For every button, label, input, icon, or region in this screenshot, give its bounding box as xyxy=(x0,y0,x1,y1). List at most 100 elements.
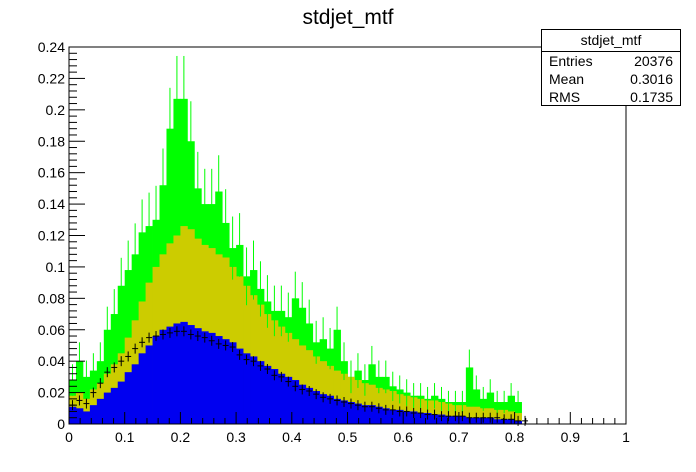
data-point-31 xyxy=(285,376,292,387)
bar-blue-19 xyxy=(201,331,209,424)
y-tick-label-11: 0.22 xyxy=(38,70,65,86)
data-point-41 xyxy=(354,400,361,411)
data-point-30 xyxy=(278,371,285,382)
bars-layer xyxy=(69,98,522,425)
bar-blue-33 xyxy=(298,384,307,424)
bar-blue-0 xyxy=(69,406,77,424)
data-point-23 xyxy=(229,342,236,353)
bar-blue-46 xyxy=(389,409,397,424)
y-tick-label-8: 0.16 xyxy=(38,165,65,181)
data-point-8 xyxy=(125,351,132,362)
data-point-7 xyxy=(118,356,125,367)
bar-blue-22 xyxy=(222,339,230,424)
data-point-27 xyxy=(257,360,264,371)
stats-value: 20376 xyxy=(634,53,673,69)
data-point-60 xyxy=(487,412,494,423)
data-point-53 xyxy=(438,411,445,422)
data-point-26 xyxy=(250,356,257,367)
y-tick-label-0: 0 xyxy=(57,416,65,432)
data-point-11 xyxy=(146,332,153,343)
bar-blue-43 xyxy=(368,405,376,424)
stats-row-mean: Mean 0.3016 xyxy=(542,70,680,88)
bar-blue-36 xyxy=(319,394,328,424)
bar-blue-14 xyxy=(166,326,174,424)
bar-blue-41 xyxy=(354,403,362,424)
data-point-17 xyxy=(187,329,194,340)
data-point-3 xyxy=(90,387,97,398)
stats-label: Entries xyxy=(549,53,593,69)
data-point-32 xyxy=(292,381,299,392)
x-tick-label-3: 0.3 xyxy=(226,429,246,445)
x-tick-label-5: 0.5 xyxy=(338,429,358,445)
data-point-22 xyxy=(222,340,229,351)
data-point-56 xyxy=(459,411,466,422)
bar-blue-3 xyxy=(89,405,98,424)
data-point-55 xyxy=(452,411,459,422)
x-tick-label-4: 0.4 xyxy=(282,429,302,445)
bar-green-63 xyxy=(507,395,515,424)
bar-blue-27 xyxy=(256,361,265,424)
y-tick-label-2: 0.04 xyxy=(38,353,65,369)
data-point-54 xyxy=(445,411,452,422)
data-point-16 xyxy=(180,326,187,337)
bar-green-57 xyxy=(465,367,474,424)
data-markers-layer xyxy=(69,326,626,426)
stats-label: RMS xyxy=(549,89,581,105)
data-point-52 xyxy=(431,409,438,420)
bar-blue-18 xyxy=(194,328,202,424)
bar-blue-7 xyxy=(117,381,126,424)
bar-blue-12 xyxy=(152,336,160,424)
data-point-9 xyxy=(132,343,139,354)
bar-blue-9 xyxy=(131,364,140,424)
axes-layer: 0 0.1 0.2 0.3 0.4 0.5 0.6 0.7 0.8 0.9 1 0 0.02 0.04 0.… xyxy=(38,39,630,445)
data-point-39 xyxy=(341,397,347,408)
x-tick-label-8: 0.8 xyxy=(505,429,525,445)
data-point-37 xyxy=(327,393,334,404)
data-point-6 xyxy=(111,362,118,373)
x-tick-label-6: 0.6 xyxy=(393,429,413,445)
data-point-33 xyxy=(299,384,306,395)
data-point-48 xyxy=(403,406,410,417)
data-point-34 xyxy=(306,386,313,397)
bar-blue-26 xyxy=(250,356,258,424)
data-point-40 xyxy=(348,398,354,409)
x-tick-label-7: 0.7 xyxy=(449,429,469,445)
stats-row-rms: RMS 0.1735 xyxy=(542,88,680,106)
bar-blue-28 xyxy=(263,365,272,424)
error-bars-layer xyxy=(71,55,519,414)
bar-blue-35 xyxy=(312,391,321,424)
data-point-1 xyxy=(76,395,83,406)
bar-blue-34 xyxy=(305,387,314,424)
data-point-21 xyxy=(215,338,222,349)
y-tick-label-7: 0.14 xyxy=(38,196,65,212)
y-tick-label-6: 0.12 xyxy=(38,228,65,244)
bar-blue-24 xyxy=(236,348,244,424)
y-tick-label-1: 0.02 xyxy=(38,385,65,401)
bar-blue-20 xyxy=(208,332,216,424)
bar-blue-1 xyxy=(75,408,84,424)
data-point-10 xyxy=(139,337,146,348)
data-point-4 xyxy=(97,378,104,389)
data-point-28 xyxy=(264,364,271,375)
data-point-2 xyxy=(83,398,90,409)
data-point-62 xyxy=(501,414,508,425)
data-point-35 xyxy=(313,389,320,400)
bar-blue-10 xyxy=(138,353,146,424)
bar-blue-42 xyxy=(361,405,369,424)
bar-blue-15 xyxy=(173,323,181,424)
data-point-19 xyxy=(201,332,208,343)
bar-blue-48 xyxy=(403,411,411,424)
data-point-44 xyxy=(375,403,382,414)
stats-header: stdjet_mtf xyxy=(542,30,680,52)
y-tick-label-10: 0.2 xyxy=(46,102,66,118)
x-tick-label-1: 0.1 xyxy=(115,429,135,445)
data-point-42 xyxy=(361,401,368,412)
data-point-61 xyxy=(494,412,501,423)
bar-blue-44 xyxy=(375,406,383,424)
stats-value: 0.1735 xyxy=(630,89,673,105)
data-point-15 xyxy=(173,326,180,337)
bar-blue-17 xyxy=(187,325,195,424)
data-point-20 xyxy=(208,335,215,346)
bar-blue-40 xyxy=(347,402,355,424)
stats-box: stdjet_mtf Entries 20376 Mean 0.3016 RMS… xyxy=(541,29,681,106)
